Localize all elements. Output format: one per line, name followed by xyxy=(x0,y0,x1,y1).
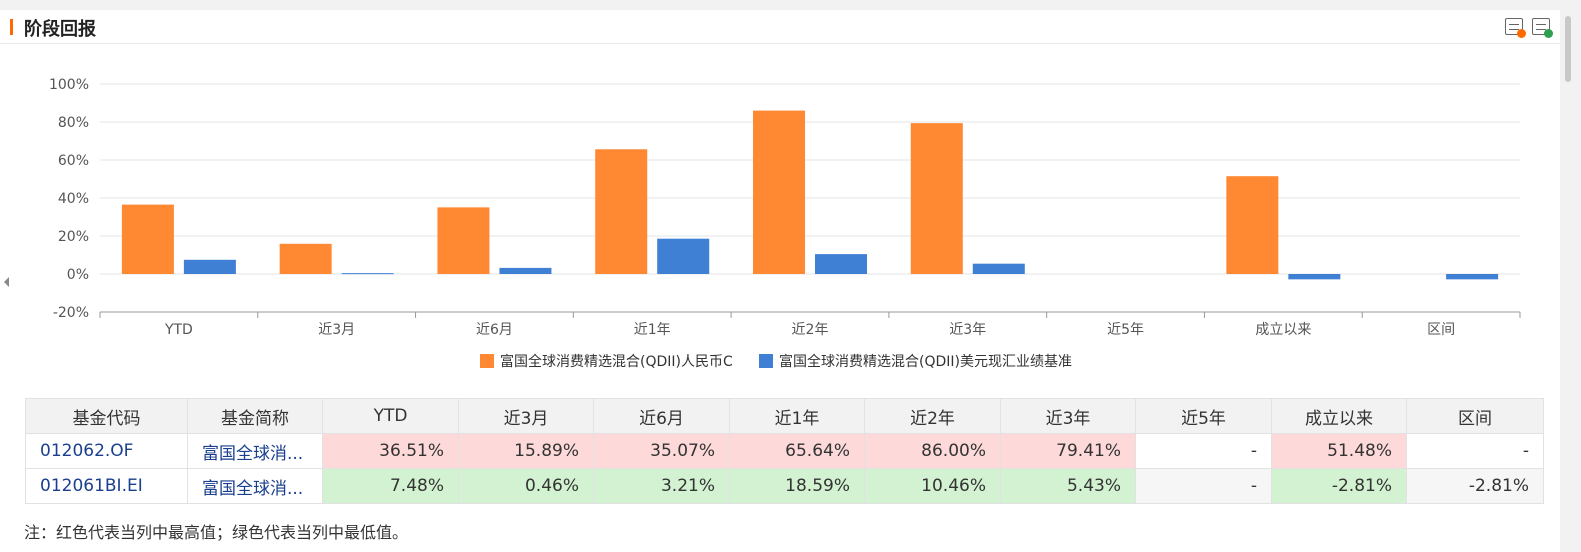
y-tick-label: 40% xyxy=(58,191,89,207)
table-cell: - xyxy=(1406,433,1544,469)
bar-series-2 xyxy=(657,238,710,274)
x-tick-label: 近2年 xyxy=(792,322,829,338)
bar-series-2 xyxy=(815,254,867,274)
table-cell: -2.81% xyxy=(1271,468,1407,504)
col-header[interactable]: 近6月 xyxy=(593,398,730,434)
legend-swatch xyxy=(480,354,494,368)
x-tick-label: 近3年 xyxy=(949,322,986,338)
y-tick-label: -20% xyxy=(53,305,89,321)
col-header[interactable]: 近1年 xyxy=(729,398,865,434)
col-header[interactable]: 区间 xyxy=(1406,398,1544,434)
col-header[interactable]: 成立以来 xyxy=(1271,398,1407,434)
fund-code-link[interactable]: 012061BI.EI xyxy=(25,468,188,504)
x-tick-label: 区间 xyxy=(1427,322,1455,338)
bar-series-1 xyxy=(595,149,648,274)
table-cell: 3.21% xyxy=(593,468,730,504)
legend-label: 富国全球消费精选混合(QDII)美元现汇业绩基准 xyxy=(779,353,1072,370)
return-table: 基金代码 基金简称 YTD 近3月 近6月 近1年 近2年 近3年 近5年 成立… xyxy=(25,398,1544,504)
legend-swatch xyxy=(759,354,773,368)
panel-title: 阶段回报 xyxy=(24,19,96,40)
table-cell: 10.46% xyxy=(864,468,1001,504)
y-tick-label: 60% xyxy=(58,153,89,169)
bar-series-1 xyxy=(753,110,805,274)
bar-chart: 100% 80% 60% 40% 20% 0% -20% YTD 近3月 近6月 近1年 近2年 近3年… xyxy=(49,77,1521,370)
legend-note: 注：红色代表当列中最高值；绿色代表当列中最低值。 xyxy=(24,523,409,542)
panel-header: 阶段回报 xyxy=(0,10,1560,44)
x-tick-label: 近5年 xyxy=(1107,322,1144,338)
excel-export-icon[interactable] xyxy=(1532,18,1553,38)
x-tick-label: 成立以来 xyxy=(1255,322,1311,338)
col-header[interactable]: 基金简称 xyxy=(187,398,323,434)
table-row: 012062.OF 富国全球消... 36.51% 15.89% 35.07% … xyxy=(25,433,1544,469)
table-cell: 5.43% xyxy=(1000,468,1136,504)
scrollbar-thumb[interactable] xyxy=(1565,16,1571,82)
x-tick-label: 近3月 xyxy=(318,322,355,338)
table-cell: 51.48% xyxy=(1271,433,1407,469)
table-cell: 35.07% xyxy=(593,433,730,469)
bar-series-2 xyxy=(183,259,236,274)
title-accent-bar xyxy=(10,19,13,35)
collapse-arrow-icon[interactable] xyxy=(4,277,9,287)
bar-series-2 xyxy=(499,267,552,274)
bar-series-1 xyxy=(437,207,490,274)
table-cell: 0.46% xyxy=(458,468,594,504)
bar-series-2 xyxy=(341,273,394,275)
bar-series-1 xyxy=(121,204,174,274)
col-header[interactable]: 近5年 xyxy=(1135,398,1272,434)
x-tick-label: 近6月 xyxy=(476,322,513,338)
col-header[interactable]: 近2年 xyxy=(864,398,1001,434)
table-cell: 36.51% xyxy=(322,433,459,469)
table-cell: 15.89% xyxy=(458,433,594,469)
col-header[interactable]: YTD xyxy=(322,398,459,434)
x-tick-label: 近1年 xyxy=(634,322,671,338)
col-header[interactable]: 基金代码 xyxy=(25,398,188,434)
col-header[interactable]: 近3月 xyxy=(458,398,594,434)
fund-code-link[interactable]: 012062.OF xyxy=(25,433,188,469)
x-tick-label: YTD xyxy=(164,322,193,338)
y-tick-label: 20% xyxy=(58,229,89,245)
legend-label: 富国全球消费精选混合(QDII)人民币C xyxy=(500,353,733,370)
bar-series-1 xyxy=(1226,176,1279,274)
y-tick-label: 0% xyxy=(67,267,89,283)
bar-series-2 xyxy=(1288,274,1341,280)
bar-series-2 xyxy=(1446,274,1499,280)
table-cell: 86.00% xyxy=(864,433,1001,469)
table-header-row: 基金代码 基金简称 YTD 近3月 近6月 近1年 近2年 近3年 近5年 成立… xyxy=(25,398,1544,434)
bar-series-2 xyxy=(972,263,1025,274)
y-tick-label: 80% xyxy=(58,115,89,131)
table-cell: 65.64% xyxy=(729,433,865,469)
table-cell: 79.41% xyxy=(1000,433,1136,469)
fund-name-link[interactable]: 富国全球消... xyxy=(187,468,323,504)
y-tick-label: 100% xyxy=(49,77,89,93)
bar-series-1 xyxy=(279,243,332,274)
table-cell: - xyxy=(1135,468,1272,504)
bar-series-1 xyxy=(910,123,963,274)
table-cell: 7.48% xyxy=(322,468,459,504)
table-cell: 18.59% xyxy=(729,468,865,504)
image-export-icon[interactable] xyxy=(1505,18,1526,38)
fund-name-link[interactable]: 富国全球消... xyxy=(187,433,323,469)
col-header[interactable]: 近3年 xyxy=(1000,398,1136,434)
table-row: 012061BI.EI 富国全球消... 7.48% 0.46% 3.21% 1… xyxy=(25,468,1544,504)
table-cell: - xyxy=(1135,433,1272,469)
table-cell: -2.81% xyxy=(1406,468,1544,504)
